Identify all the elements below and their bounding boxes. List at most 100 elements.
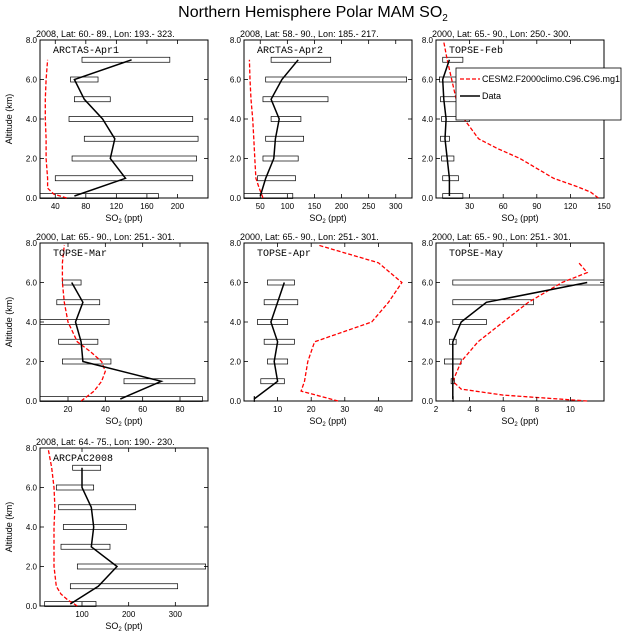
- campaign-label: TOPSE-May: [449, 249, 503, 260]
- x-axis-label: SO2 (ppt): [105, 416, 142, 428]
- obs-range-box: [267, 358, 289, 365]
- y-tick-label: 4.0: [26, 523, 38, 532]
- x-tick-label: 120: [564, 202, 578, 211]
- y-tick-label: 6.0: [422, 279, 434, 288]
- obs-range-box: [56, 299, 101, 306]
- y-tick-label: 2.0: [230, 358, 242, 367]
- data-line: [259, 59, 299, 197]
- x-axis-label: SO2 (ppt): [501, 416, 538, 428]
- x-tick-label: 40: [51, 202, 60, 211]
- y-axis-label: Altitude (km): [4, 94, 14, 145]
- x-axis-label: SO2 (ppt): [309, 416, 346, 428]
- y-tick-label: 2.0: [230, 155, 242, 164]
- obs-range-box: [442, 56, 464, 63]
- panels: 2008, Lat: 60.- 89., Lon: 193.- 323.0.02…: [4, 29, 622, 633]
- model-line: [44, 59, 67, 199]
- x-tick-label: 50: [256, 202, 265, 211]
- model-line: [47, 449, 78, 607]
- x-tick-label: 90: [532, 202, 541, 211]
- y-tick-label: 6.0: [26, 76, 38, 85]
- panel-header: 2000, Lat: 65.- 90., Lon: 250.- 300.: [432, 29, 571, 39]
- obs-range-box: [70, 76, 99, 83]
- x-tick-label: 60: [138, 405, 147, 414]
- obs-range-box: [69, 583, 179, 590]
- campaign-label: ARCTAS-Apr2: [257, 46, 323, 57]
- legend: CESM2.F2000climo.C96.C96.mg1 Data: [455, 67, 622, 121]
- y-tick-label: 0.0: [26, 194, 38, 203]
- obs-range-box: [267, 279, 295, 286]
- obs-range-box: [68, 116, 194, 122]
- obs-range-box: [62, 524, 127, 530]
- plot-frame: [243, 39, 413, 199]
- data-line: [73, 59, 132, 197]
- plot-frame: [243, 242, 413, 402]
- obs-range-box: [257, 175, 296, 182]
- figure-title: Northern Hemisphere Polar MAM SO2: [178, 4, 448, 24]
- panel-header: 2000, Lat: 65.- 90., Lon: 251.- 301.: [36, 232, 175, 242]
- obs-range-box: [76, 563, 207, 570]
- obs-range-box: [58, 338, 99, 345]
- x-tick-label: 6: [501, 405, 506, 414]
- x-axis-label: SO2 (ppt): [105, 621, 142, 633]
- panel-5: 2000, Lat: 65.- 90., Lon: 251.- 301. 0.0 2…: [230, 232, 413, 428]
- obs-range-box: [39, 396, 203, 402]
- x-tick-label: 200: [122, 610, 136, 619]
- x-tick-label: 20: [307, 405, 316, 414]
- obs-range-box: [123, 378, 196, 385]
- y-tick-label: 6.0: [230, 279, 242, 288]
- campaign-label: ARCPAC2008: [53, 454, 113, 465]
- obs-range-box: [265, 135, 304, 142]
- y-axis-label: Altitude (km): [4, 297, 14, 348]
- obs-range-box: [60, 543, 111, 550]
- x-tick-label: 160: [140, 202, 154, 211]
- x-axis-label: SO2 (ppt): [501, 213, 538, 225]
- legend-data-label: Data: [482, 91, 501, 101]
- panel-header: 2008, Lat: 64.- 75., Lon: 190.- 230.: [36, 437, 175, 447]
- obs-range-box: [442, 175, 459, 182]
- data-line: [69, 467, 119, 605]
- x-axis-label: SO2 (ppt): [309, 213, 346, 225]
- y-tick-label: 0.0: [26, 602, 38, 611]
- y-tick-label: 4.0: [26, 318, 38, 327]
- y-tick-label: 2.0: [26, 563, 38, 572]
- x-tick-label: 250: [362, 202, 376, 211]
- obs-range-box: [452, 319, 487, 325]
- y-tick-label: 8.0: [422, 36, 434, 45]
- x-tick-label: 30: [465, 202, 474, 211]
- model-line: [300, 244, 403, 402]
- obs-range-box: [260, 378, 285, 385]
- plot-frame: [39, 242, 209, 402]
- obs-range-box: [265, 76, 407, 83]
- obs-range-box: [71, 155, 197, 162]
- y-tick-label: 0.0: [230, 397, 242, 406]
- y-tick-label: 0.0: [422, 194, 434, 203]
- campaign-label: TOPSE-Apr: [257, 249, 311, 260]
- x-tick-label: 120: [110, 202, 124, 211]
- data-line: [452, 281, 588, 399]
- x-tick-label: 20: [64, 405, 73, 414]
- obs-range-box: [55, 484, 95, 491]
- plot-frame: [39, 447, 209, 607]
- obs-range-box: [62, 279, 82, 286]
- y-tick-label: 0.0: [230, 194, 242, 203]
- x-tick-label: 300: [169, 610, 183, 619]
- obs-range-box: [243, 193, 294, 199]
- obs-range-box: [262, 96, 329, 103]
- y-tick-label: 6.0: [26, 484, 38, 493]
- x-axis-label: SO2 (ppt): [105, 213, 142, 225]
- x-tick-label: 10: [273, 405, 282, 414]
- x-tick-label: 200: [335, 202, 349, 211]
- y-tick-label: 4.0: [26, 115, 38, 124]
- y-tick-label: 4.0: [422, 318, 434, 327]
- obs-range-box: [263, 338, 295, 345]
- y-tick-label: 2.0: [422, 358, 434, 367]
- y-tick-label: 6.0: [422, 76, 434, 85]
- obs-range-box: [39, 319, 110, 325]
- x-tick-label: 60: [499, 202, 508, 211]
- y-tick-label: 2.0: [26, 358, 38, 367]
- y-tick-label: 4.0: [230, 318, 242, 327]
- y-tick-label: 2.0: [26, 155, 38, 164]
- campaign-label: TOPSE-Mar: [53, 249, 107, 260]
- obs-range-box: [58, 504, 137, 511]
- data-line: [253, 282, 286, 400]
